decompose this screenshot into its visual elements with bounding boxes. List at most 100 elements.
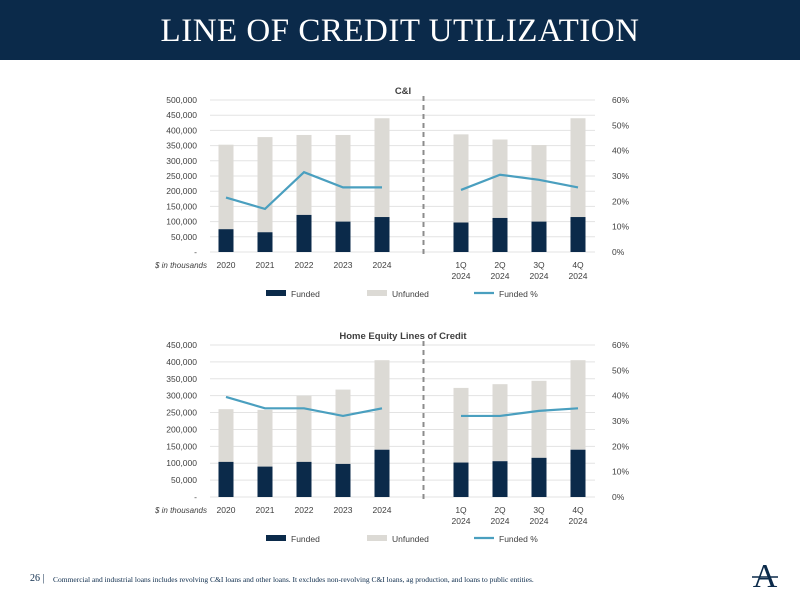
funded-pct-line-quarterly — [461, 407, 579, 418]
y2-tick-label: 60% — [612, 340, 629, 350]
bar-unfunded — [453, 134, 469, 223]
x-tick-label: 2021 — [256, 505, 275, 515]
y-tick-label: 50,000 — [171, 475, 197, 485]
bar-funded — [296, 461, 312, 497]
y2-tick-label: 10% — [612, 222, 629, 232]
bar-funded — [453, 222, 469, 252]
bar-unfunded — [492, 139, 508, 218]
legend-swatch-funded — [266, 535, 286, 541]
x-tick-label: 4Q — [572, 260, 584, 270]
bar-unfunded — [374, 118, 390, 218]
y-tick-label: 500,000 — [166, 95, 197, 105]
heloc-chart: Home Equity Lines of Credit - 50,000 100,00… — [154, 331, 630, 544]
y2-tick-label: 0% — [612, 492, 625, 502]
ci-chart: C&I - 50,000 100,000 150,000 200,000 250,000 30… — [154, 86, 630, 299]
y2-tick-label: 40% — [612, 146, 629, 156]
bar-funded — [531, 457, 547, 497]
bar-funded — [453, 462, 469, 497]
x-tick-label: 2021 — [256, 260, 275, 270]
units-note: $ in thousands — [154, 506, 207, 515]
funded-pct-line-annual — [225, 395, 383, 418]
x-tick-label: 4Q — [572, 505, 584, 515]
bar-funded — [218, 461, 234, 497]
y-tick-label: 400,000 — [166, 125, 197, 135]
bar-funded — [257, 466, 273, 497]
x-tick-label: 2024 — [530, 516, 549, 526]
units-note: $ in thousands — [154, 261, 207, 270]
x-tick-label: 1Q — [455, 505, 467, 515]
legend-swatch-unfunded — [367, 290, 387, 296]
bar-funded — [374, 449, 390, 497]
y2-tick-label: 20% — [612, 441, 629, 451]
legend-swatch-funded — [266, 290, 286, 296]
bar-unfunded — [296, 134, 312, 215]
legend-label-funded: Funded — [291, 289, 320, 299]
y2-tick-label: 50% — [612, 365, 629, 375]
bar-unfunded — [492, 384, 508, 462]
bar-unfunded — [218, 144, 234, 230]
bar-unfunded — [570, 360, 586, 450]
bar-funded — [374, 217, 390, 252]
y2-tick-label: 60% — [612, 95, 629, 105]
bar-unfunded — [374, 360, 390, 450]
page-title: LINE OF CREDIT UTILIZATION — [160, 13, 640, 49]
y-tick-label: 350,000 — [166, 141, 197, 151]
x-tick-label: 2Q — [494, 505, 506, 515]
x-tick-label: 2024 — [491, 516, 510, 526]
y-tick-label: 450,000 — [166, 340, 197, 350]
y-tick-label: 200,000 — [166, 186, 197, 196]
x-tick-label: 2024 — [569, 516, 588, 526]
y-tick-label: 150,000 — [166, 201, 197, 211]
company-logo: A — [752, 558, 778, 595]
x-tick-label: 3Q — [533, 260, 545, 270]
bar-unfunded — [531, 144, 547, 222]
x-tick-label: 2020 — [217, 260, 236, 270]
bar-funded — [335, 463, 351, 497]
x-tick-label: 1Q — [455, 260, 467, 270]
y-tick-label: 350,000 — [166, 374, 197, 384]
y-tick-label: 100,000 — [166, 217, 197, 227]
y-tick-label: 400,000 — [166, 357, 197, 367]
legend-label-funded-pct: Funded % — [499, 534, 538, 544]
y-tick-label: 100,000 — [166, 458, 197, 468]
y-tick-label: 50,000 — [171, 232, 197, 242]
bar-funded — [296, 214, 312, 252]
funded-pct-line-annual — [225, 170, 382, 211]
bar-funded — [218, 229, 234, 252]
x-tick-label: 3Q — [533, 505, 545, 515]
y-tick-label: 150,000 — [166, 441, 197, 451]
chart-title: C&I — [395, 86, 411, 97]
x-tick-label: 2024 — [452, 271, 471, 281]
y2-tick-label: 40% — [612, 391, 629, 401]
x-tick-label: 2022 — [295, 505, 314, 515]
page-number: 26 | — [30, 573, 45, 584]
y-tick-label: - — [194, 492, 197, 502]
bar-funded — [570, 449, 586, 497]
bar-funded — [531, 221, 547, 252]
bar-unfunded — [257, 137, 273, 233]
y2-tick-label: 50% — [612, 120, 629, 130]
bar-funded — [492, 217, 508, 252]
y-tick-label: 450,000 — [166, 110, 197, 120]
bar-unfunded — [257, 409, 273, 467]
legend-label-unfunded: Unfunded — [392, 289, 429, 299]
y2-tick-label: 20% — [612, 196, 629, 206]
y2-tick-label: 30% — [612, 171, 629, 181]
y-tick-label: - — [194, 247, 197, 257]
legend-label-funded: Funded — [291, 534, 320, 544]
bar-unfunded — [453, 387, 469, 463]
footnote: Commercial and industrial loans includes… — [53, 575, 534, 584]
x-tick-label: 2020 — [217, 505, 236, 515]
y-tick-label: 200,000 — [166, 424, 197, 434]
chart-title: Home Equity Lines of Credit — [339, 331, 467, 342]
bar-unfunded — [531, 380, 547, 458]
x-tick-label: 2024 — [373, 260, 392, 270]
bar-funded — [335, 221, 351, 252]
x-tick-label: 2023 — [334, 505, 353, 515]
bar-unfunded — [296, 395, 312, 462]
bar-funded — [257, 232, 273, 252]
bar-unfunded — [335, 134, 351, 222]
y-tick-label: 300,000 — [166, 391, 197, 401]
y2-tick-label: 30% — [612, 416, 629, 426]
legend-label-funded-pct: Funded % — [499, 289, 538, 299]
